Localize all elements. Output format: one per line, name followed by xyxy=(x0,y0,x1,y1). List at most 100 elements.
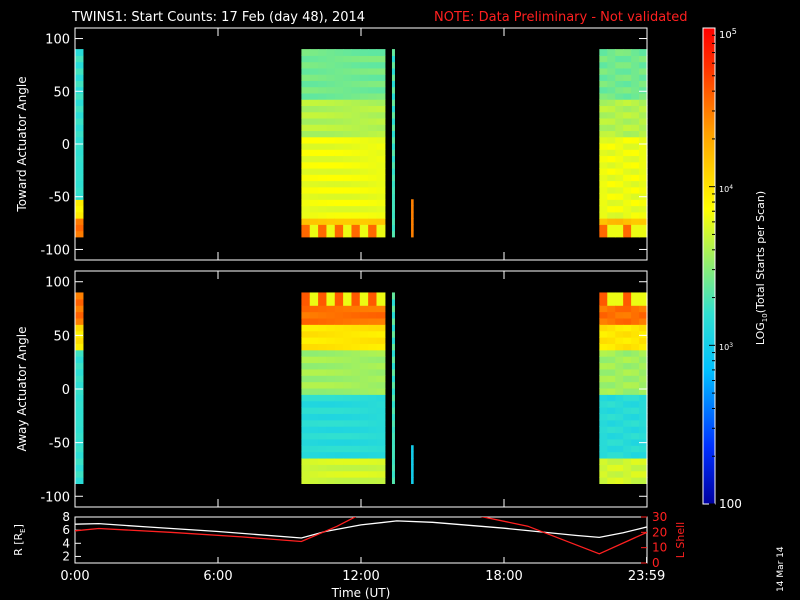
heatmap-cell xyxy=(391,381,395,389)
heatmap-cell xyxy=(301,298,311,306)
heatmap-cell xyxy=(411,445,414,453)
orbit-frame xyxy=(74,516,648,564)
heatmap-cell xyxy=(343,432,353,440)
heatmap-cell xyxy=(391,142,395,150)
heatmap-cell xyxy=(639,343,648,351)
heatmap-cell xyxy=(326,111,336,119)
heatmap-cell xyxy=(326,199,336,207)
heatmap-cell xyxy=(391,199,395,207)
heatmap-cell xyxy=(334,193,344,200)
heatmap-cell xyxy=(391,324,395,332)
heatmap-cell xyxy=(623,432,632,440)
heatmap-cell xyxy=(301,49,311,56)
heatmap-cell xyxy=(631,211,640,219)
heatmap-cell xyxy=(607,86,616,94)
heatmap-cell xyxy=(359,111,369,119)
heatmap-cell xyxy=(326,337,336,344)
heatmap-cell xyxy=(623,394,632,402)
heatmap-cell xyxy=(615,317,624,325)
heatmap-cell xyxy=(376,330,386,338)
heatmap-cell xyxy=(301,161,311,169)
heatmap-cell xyxy=(607,149,616,157)
heatmap-cell xyxy=(351,451,361,459)
heatmap-cell xyxy=(334,407,344,414)
heatmap-cell xyxy=(599,86,608,94)
heatmap-cell xyxy=(318,387,328,395)
heatmap-cell xyxy=(359,124,369,132)
heatmap-cell xyxy=(334,167,344,175)
heatmap-cell xyxy=(309,230,319,238)
heatmap-cell xyxy=(301,124,311,132)
heatmap-cell xyxy=(301,224,311,232)
r-series-line xyxy=(75,520,647,539)
heatmap-cell xyxy=(376,205,386,213)
heatmap-cell xyxy=(326,292,336,300)
heatmap-cell xyxy=(631,230,640,238)
heatmap-cell xyxy=(343,464,353,472)
heatmap-cell xyxy=(391,362,395,370)
heatmap-cell xyxy=(368,387,378,395)
heatmap-cell xyxy=(607,99,616,107)
heatmap-cell xyxy=(343,356,353,364)
heatmap-cell xyxy=(623,477,632,484)
heatmap-cell xyxy=(615,337,624,344)
heatmap-cell xyxy=(318,74,328,81)
heatmap-cell xyxy=(301,470,311,478)
heatmap-cell xyxy=(301,111,311,119)
heatmap-cell xyxy=(343,155,353,163)
heatmap-cell xyxy=(318,413,328,421)
heatmap-cell xyxy=(309,457,319,465)
heatmap-cell xyxy=(318,317,328,325)
heatmap-cell xyxy=(391,130,395,138)
heatmap-cell xyxy=(318,445,328,453)
heatmap-cell xyxy=(309,400,319,408)
heatmap-cell xyxy=(75,292,84,300)
heatmap-cell xyxy=(359,55,369,63)
heatmap-cell xyxy=(631,111,640,119)
heatmap-cell xyxy=(326,311,336,319)
lshell-tick-label: 10 xyxy=(652,541,667,555)
heatmap-cell xyxy=(639,464,648,472)
heatmap-cell xyxy=(607,67,616,75)
heatmap-cell xyxy=(351,74,361,81)
heatmap-cell xyxy=(301,211,311,219)
heatmap-cell xyxy=(615,311,624,319)
heatmap-cell xyxy=(301,337,311,344)
colorbar-tick-mid-exp: 4 xyxy=(729,184,733,191)
heatmap-cell xyxy=(351,218,361,225)
heatmap-cell xyxy=(639,111,648,119)
heatmap-cell xyxy=(631,457,640,465)
heatmap-cell xyxy=(631,61,640,69)
heatmap-cell xyxy=(359,394,369,402)
heatmap-cell xyxy=(318,375,328,383)
heatmap-cell xyxy=(334,155,344,163)
heatmap-cell xyxy=(607,111,616,119)
heatmap-cell xyxy=(351,92,361,100)
heatmap-cell xyxy=(318,174,328,182)
time-tick-label: 6:00 xyxy=(203,569,232,584)
heatmap-cell xyxy=(376,111,386,119)
heatmap-cell xyxy=(318,142,328,150)
heatmap-cell xyxy=(376,155,386,163)
heatmap-cell xyxy=(343,445,353,453)
heatmap-cell xyxy=(639,224,648,232)
heatmap-cell xyxy=(326,438,336,446)
heatmap-cell xyxy=(309,186,319,194)
heatmap-cell xyxy=(607,230,616,238)
heatmap-cell xyxy=(391,67,395,75)
heatmap-cell xyxy=(599,362,608,370)
time-axis-ticks: 0:00 6:00 12:00 18:00 23:59 xyxy=(60,557,665,584)
heatmap-cell xyxy=(75,74,84,81)
heatmap-cell xyxy=(343,375,353,383)
r-tick-label: 2 xyxy=(62,549,70,563)
time-tick-label: 12:00 xyxy=(342,569,379,584)
heatmap-cell xyxy=(607,155,616,163)
heatmap-cell xyxy=(359,438,369,446)
heatmap-cell xyxy=(343,193,353,200)
heatmap-cell xyxy=(351,445,361,453)
heatmap-cell xyxy=(368,400,378,408)
heatmap-cell xyxy=(301,451,311,459)
heatmap-cell xyxy=(376,317,386,325)
heatmap-cell xyxy=(368,218,378,225)
